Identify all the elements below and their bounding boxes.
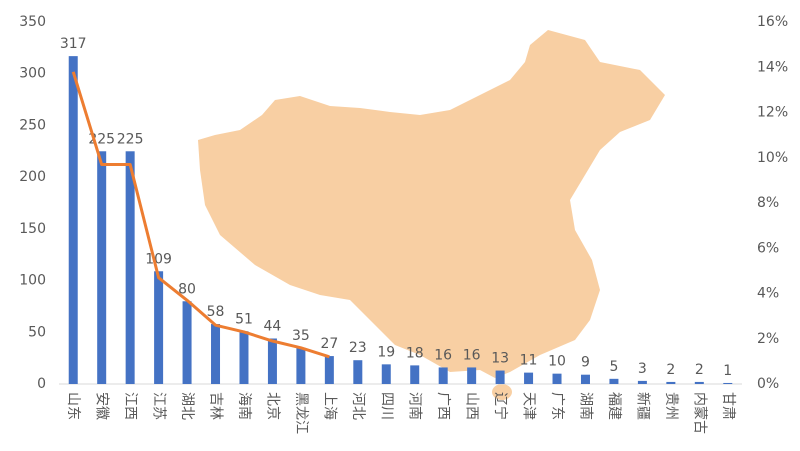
- x-tick-label: 新疆: [634, 392, 650, 420]
- bar: [552, 373, 562, 384]
- x-tick-label: 河南: [407, 392, 423, 420]
- data-label: 11: [520, 353, 538, 369]
- data-label: 3: [638, 361, 647, 377]
- data-label: 2: [695, 362, 704, 378]
- bar: [267, 338, 277, 384]
- x-tick-label: 上海: [321, 392, 337, 420]
- data-label: 13: [491, 351, 509, 367]
- data-label: 19: [377, 344, 395, 360]
- y-tick-label: 350: [19, 14, 46, 30]
- bar: [154, 271, 164, 384]
- x-tick-label: 湖北: [179, 392, 195, 420]
- x-tick-label: 辽宁: [492, 392, 509, 420]
- bar: [694, 381, 704, 384]
- y-tick-label: 0: [37, 376, 46, 392]
- y-tick-label: 50: [28, 324, 46, 340]
- y-tick-label: 100: [19, 273, 46, 289]
- x-tick-label: 内蒙古: [691, 392, 707, 434]
- bar: [467, 367, 477, 384]
- bar: [666, 381, 676, 384]
- y2-tick-label: 0%: [757, 376, 779, 392]
- bar: [211, 324, 221, 384]
- bar: [353, 360, 363, 384]
- x-tick-label: 安徽: [94, 392, 110, 420]
- bar: [97, 151, 107, 384]
- data-label: 317: [60, 36, 87, 52]
- bar: [410, 365, 420, 384]
- x-tick-label: 甘肃: [720, 392, 736, 420]
- bar: [609, 378, 619, 384]
- data-label: 10: [548, 354, 566, 370]
- data-label: 5: [609, 359, 618, 375]
- x-tick-label: 山西: [464, 392, 480, 420]
- bar: [637, 380, 647, 384]
- bar: [68, 56, 78, 384]
- bar: [524, 372, 534, 384]
- y-tick-label: 250: [19, 117, 46, 133]
- y-tick-label: 150: [19, 221, 46, 237]
- y2-tick-label: 10%: [757, 150, 788, 166]
- data-label: 2: [666, 362, 675, 378]
- y2-tick-label: 12%: [757, 105, 788, 121]
- y-tick-label: 200: [19, 169, 46, 185]
- x-tick-label: 海南: [236, 392, 252, 420]
- bar: [381, 364, 391, 384]
- y2-tick-label: 2%: [757, 331, 779, 347]
- bar: [580, 374, 590, 384]
- x-tick-label: 广西: [435, 392, 451, 420]
- data-label: 225: [117, 131, 144, 147]
- data-label: 27: [320, 336, 338, 352]
- map-island: [492, 384, 512, 400]
- y2-tick-label: 16%: [757, 14, 788, 30]
- y2-tick-label: 6%: [757, 240, 779, 256]
- x-tick-label: 广东: [549, 392, 565, 420]
- bar: [182, 301, 192, 384]
- y2-tick-label: 8%: [757, 195, 779, 211]
- data-label: 109: [145, 251, 172, 267]
- x-tick-label: 吉林: [208, 392, 224, 420]
- x-tick-label: 贵州: [663, 392, 679, 420]
- bar: [125, 151, 135, 384]
- x-tick-label: 江西: [122, 392, 138, 420]
- data-label: 51: [235, 311, 253, 327]
- line: [71, 71, 330, 359]
- x-tick-label: 山东: [65, 392, 81, 420]
- bar: [324, 356, 334, 384]
- bar: [296, 347, 306, 384]
- x-tick-label: 四川: [378, 392, 394, 420]
- y-tick-label: 300: [19, 66, 46, 82]
- data-label: 35: [292, 328, 310, 344]
- map-background: [198, 30, 665, 378]
- x-tick-label: 福建: [606, 392, 622, 420]
- x-tick-label: 北京: [264, 392, 280, 420]
- bar: [723, 382, 733, 384]
- data-label: 1: [723, 363, 732, 379]
- data-label: 9: [581, 355, 590, 371]
- bar: [239, 331, 249, 384]
- x-tick-label: 天津: [521, 392, 537, 420]
- data-label: 23: [349, 340, 367, 356]
- data-label: 80: [178, 281, 196, 297]
- x-tick-label: 河北: [350, 392, 366, 420]
- y2-tick-label: 14%: [757, 59, 788, 75]
- data-label: 16: [434, 347, 452, 363]
- x-tick-label: 黑龙江: [293, 392, 309, 434]
- x-tick-label: 江苏: [151, 392, 167, 420]
- bar: [438, 367, 448, 384]
- y2-tick-label: 4%: [757, 286, 779, 302]
- data-label: 44: [264, 318, 282, 334]
- data-label: 16: [463, 347, 481, 363]
- bar: [495, 370, 505, 384]
- data-label: 18: [406, 345, 424, 361]
- x-tick-label: 湖南: [577, 392, 593, 420]
- data-label: 58: [207, 304, 225, 320]
